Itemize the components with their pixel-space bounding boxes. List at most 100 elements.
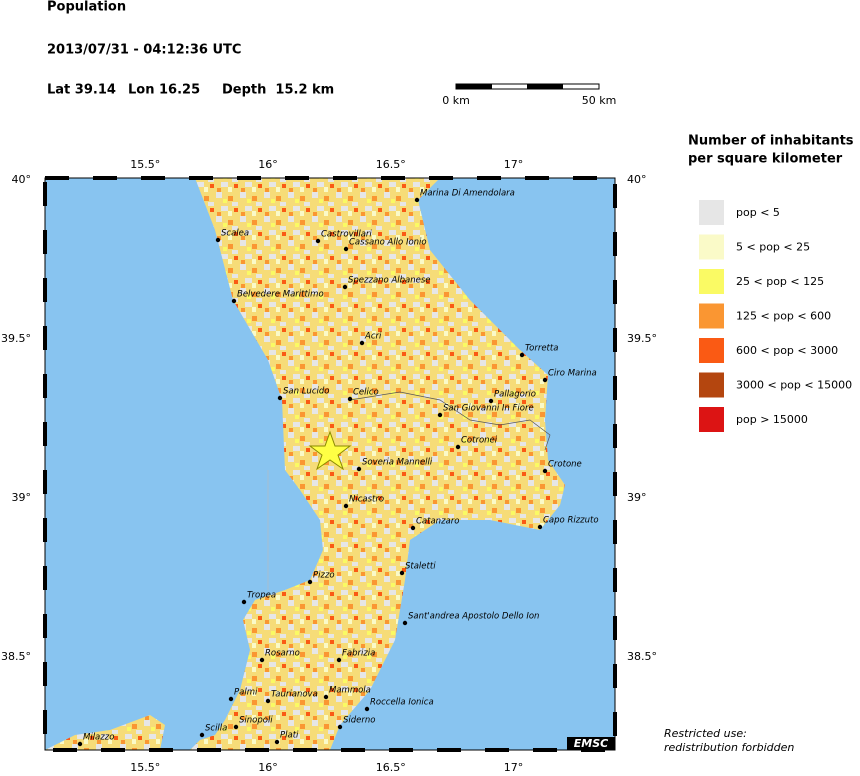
city-label: Crotone [548,460,582,470]
city-label: Sant'andrea Apostolo Dello Ion [408,612,539,622]
city-dot [437,412,443,418]
city-label: Rosarno [265,649,300,659]
city-dot [323,694,329,700]
city-label: Staletti [405,562,436,572]
city-label: Mammola [329,686,371,696]
city-label: Torretta [525,344,558,354]
city-dot [277,395,283,401]
city-label: Cassano Allo Ionio [349,238,427,248]
lon-tick-label: 15.5° [130,761,160,772]
lat-tick-label: 39° [12,491,32,504]
city-dot [414,197,420,203]
city-dot [199,732,205,738]
city-dot [343,246,349,252]
city-label: Marina Di Amendolara [420,189,515,199]
city-label: Cotronei [461,436,498,446]
city-label: Pallagorio [494,390,536,400]
notice: redistribution forbidden [664,741,794,754]
city-dot [519,352,525,358]
legend-swatch [699,234,724,260]
scale-start: 0 km [442,94,470,107]
lat: Lat 39.14 [47,83,116,98]
lon-tick-label: 15.5° [130,158,160,171]
lon-tick-label: 16° [258,761,278,772]
city-dot [364,706,370,712]
city-label: Nicastro [349,495,384,505]
city-label: Catanzaro [416,517,459,527]
lat-tick-label: 40° [627,173,647,186]
scale-end: 50 km [582,94,617,107]
legend-label: pop > 15000 [736,413,808,426]
legend-label: 3000 < pop < 15000 [736,379,852,392]
city-dot [542,377,548,383]
lon-tick-label: 17° [504,761,524,772]
lon-tick-label: 16° [258,158,278,171]
city-label: Spezzano Albanese [348,276,431,286]
city-label: Milazzo [83,733,114,743]
city-dot [77,741,83,747]
city-label: Taurianova [271,690,318,700]
city-dot [265,698,271,704]
city-dot [315,238,321,244]
city-dot [336,657,342,663]
city-label: Pizzo [313,571,335,581]
legend-title: Number of inhabitants [688,134,854,149]
city-dot [537,524,543,530]
legend-swatch [699,338,724,363]
logo: EMSC [574,737,608,750]
city-dot [215,237,221,243]
legend-swatch [699,269,724,294]
city-label: Celico [353,388,379,398]
city-dot [359,340,365,346]
city-label: Soveria Mannelli [362,458,433,468]
city-label: Plati [280,731,299,741]
lon-tick-label: 16.5° [376,158,406,171]
lat-tick-label: 40° [12,173,32,186]
depth: Depth 15.2 km [222,83,334,98]
city-dot [259,657,265,663]
city-label: Belvedere Marittimo [237,290,324,300]
city-label: Fabrizia [342,649,375,659]
city-dot [241,599,247,605]
city-label: Scilla [205,724,227,734]
city-label: Scalea [221,229,249,239]
legend-swatch [699,200,724,225]
legend-swatch [699,303,724,329]
city-dot [455,444,461,450]
legend-title: per square kilometer [688,152,843,167]
city-dot [342,284,348,290]
city-dot [402,620,408,626]
lat-tick-label: 38.5° [627,650,657,663]
logo-box [567,737,615,750]
city-label: Castrovillari [321,230,372,240]
scale-bar [455,83,600,90]
legend-label: 125 < pop < 600 [736,310,831,323]
city-dot [347,396,353,402]
lon-tick-label: 16.5° [376,761,406,772]
city-label: Sinopoli [239,716,273,726]
city-label: Capo Rizzuto [543,516,599,526]
city-dot [410,525,416,531]
city-label: San Giovanni In Fiore [443,404,534,414]
city-dot [488,398,494,404]
city-dot [233,724,239,730]
epicenter [308,430,352,471]
city-dot [228,696,234,702]
city-label: Acri [364,332,382,342]
city-dot [307,579,313,585]
city-dot [542,468,548,474]
lon-tick-label: 17° [504,158,524,171]
datetime: 2013/07/31 - 04:12:36 UTC [47,43,241,58]
title: Population [47,0,126,15]
city-dot [343,503,349,509]
city-dot [274,739,280,745]
lat-tick-label: 39.5° [627,332,657,345]
city-dot [337,724,343,730]
legend-label: 5 < pop < 25 [736,241,810,254]
city-dot [356,466,362,472]
city-label: Siderno [343,716,375,726]
lat-tick-label: 38.5° [1,650,31,663]
lat-tick-label: 39° [627,491,647,504]
